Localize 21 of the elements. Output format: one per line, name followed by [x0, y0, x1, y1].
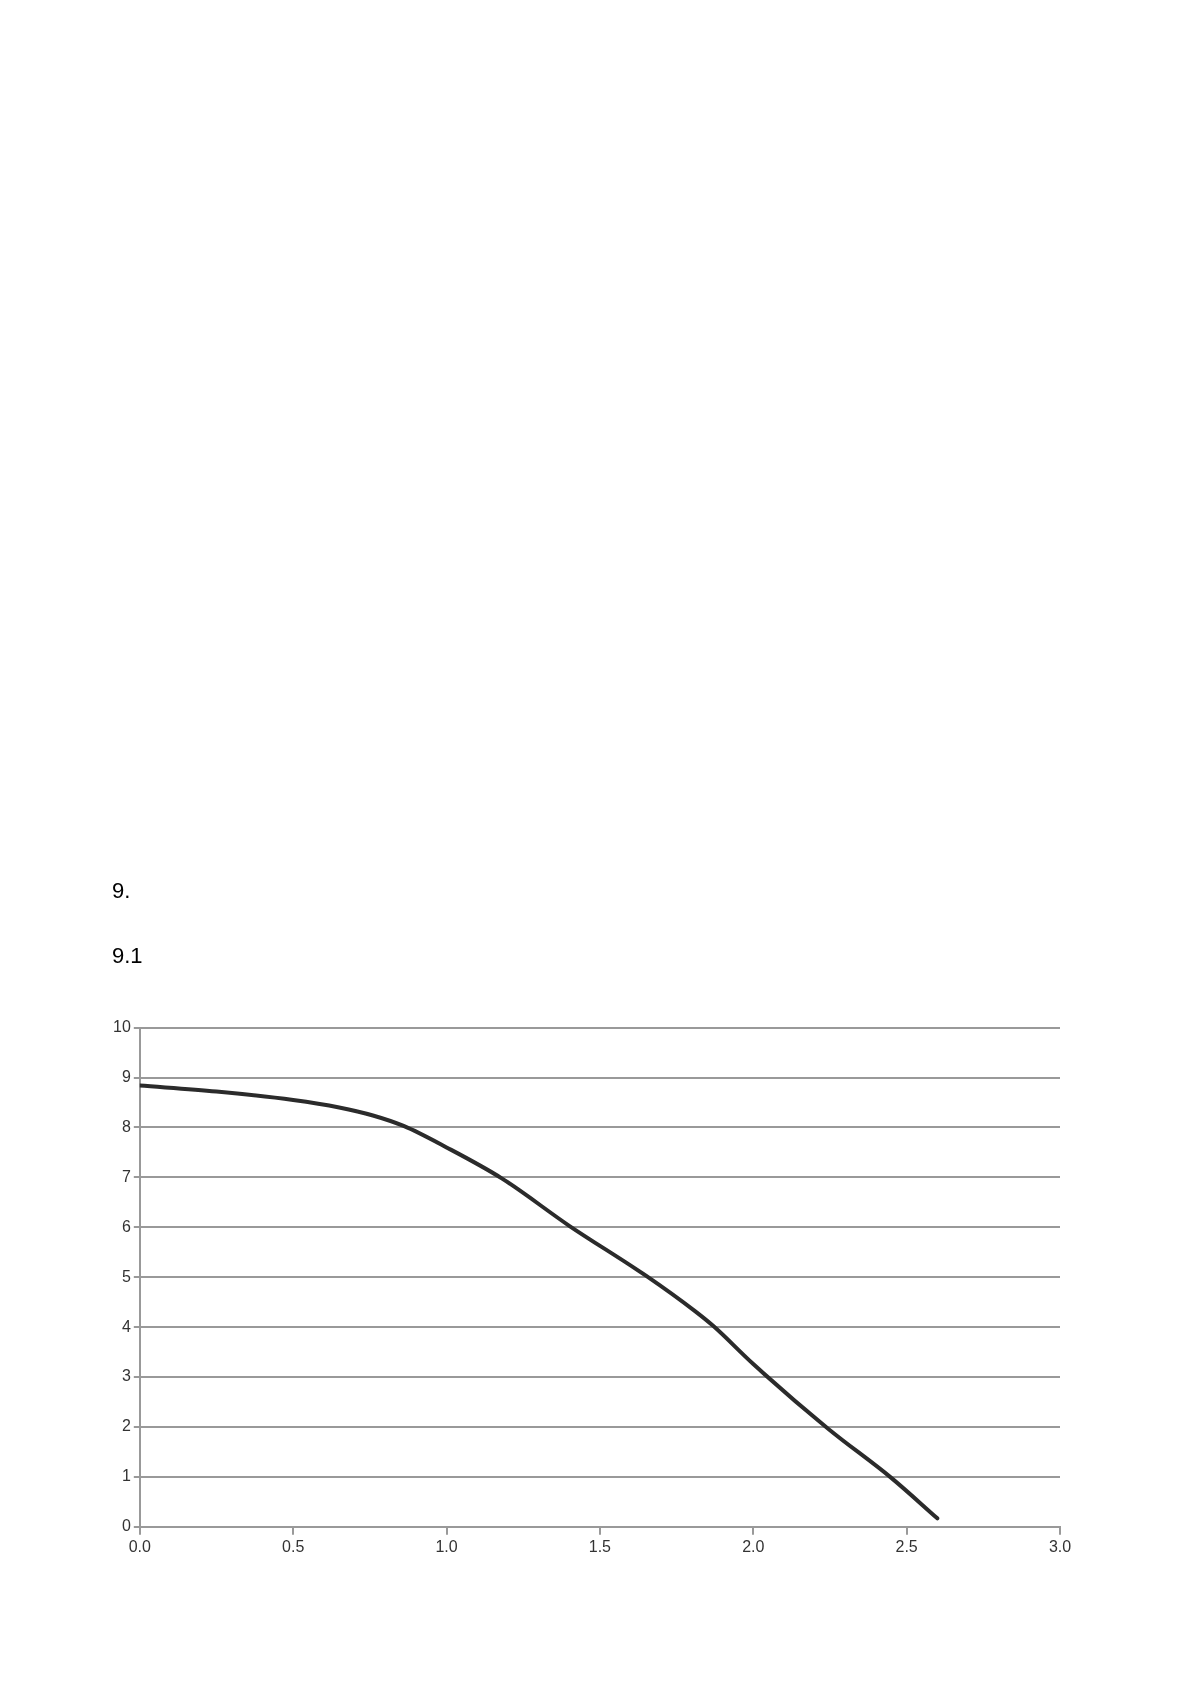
y-tick-label: 2 [121, 1417, 131, 1435]
y-tick-label: 3 [121, 1367, 131, 1385]
x-tick-label: 0.5 [282, 1537, 305, 1555]
x-tick-label: 0.0 [128, 1537, 152, 1555]
y-tick-label: 4 [121, 1317, 131, 1335]
x-tick-label: 3.0 [1048, 1537, 1072, 1555]
y-tick-label: 7 [121, 1167, 131, 1185]
line-series [139, 1083, 940, 1521]
y-tick-label: 6 [121, 1217, 131, 1235]
x-tick-label: 2.0 [742, 1537, 765, 1555]
y-tick-label: 10 [113, 1018, 131, 1036]
y-tick-label: 1 [121, 1467, 131, 1485]
x-tick-label: 2.5 [895, 1537, 918, 1555]
text: 9.1 [112, 943, 143, 969]
x-tick-label: 1.5 [588, 1537, 612, 1555]
y-tick-label: 0 [121, 1517, 131, 1535]
x-tick-label: 1.0 [435, 1537, 458, 1555]
y-tick-label: 8 [121, 1117, 131, 1135]
text: 9. [112, 878, 131, 904]
y-tick-label: 5 [121, 1267, 131, 1285]
y-tick-label: 9 [121, 1067, 131, 1085]
